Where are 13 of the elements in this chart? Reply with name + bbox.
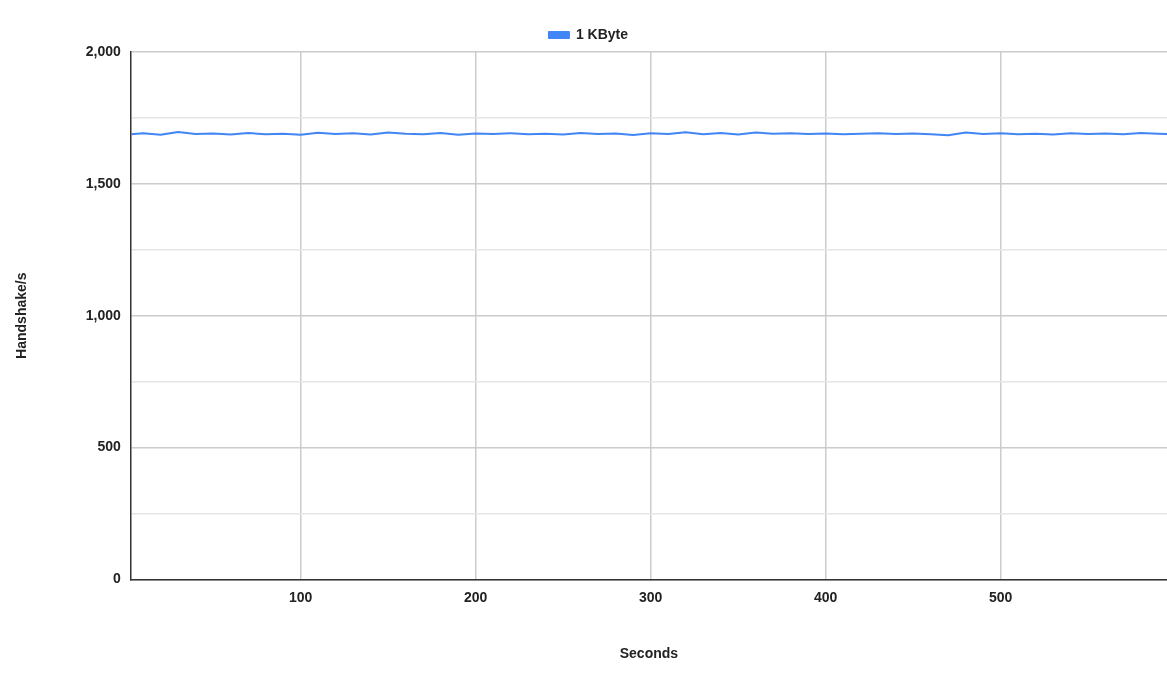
x-axis-title: Seconds: [619, 645, 679, 662]
x-tick-label: 500: [989, 588, 1013, 605]
y-tick-label: 0: [113, 570, 122, 587]
x-tick-label: 300: [638, 588, 663, 605]
y-tick-label: 1,500: [85, 174, 122, 191]
y-tick-label: 2,000: [85, 42, 122, 59]
x-tick-label: 400: [814, 588, 838, 605]
y-tick-label: 500: [97, 438, 122, 455]
y-axis-title: Handshake/s: [13, 272, 30, 359]
x-tick-label: 200: [463, 588, 488, 605]
y-tick-label: 1,000: [85, 306, 122, 323]
legend-label: 1 KByte: [575, 25, 629, 42]
x-tick-label: 100: [288, 588, 313, 605]
